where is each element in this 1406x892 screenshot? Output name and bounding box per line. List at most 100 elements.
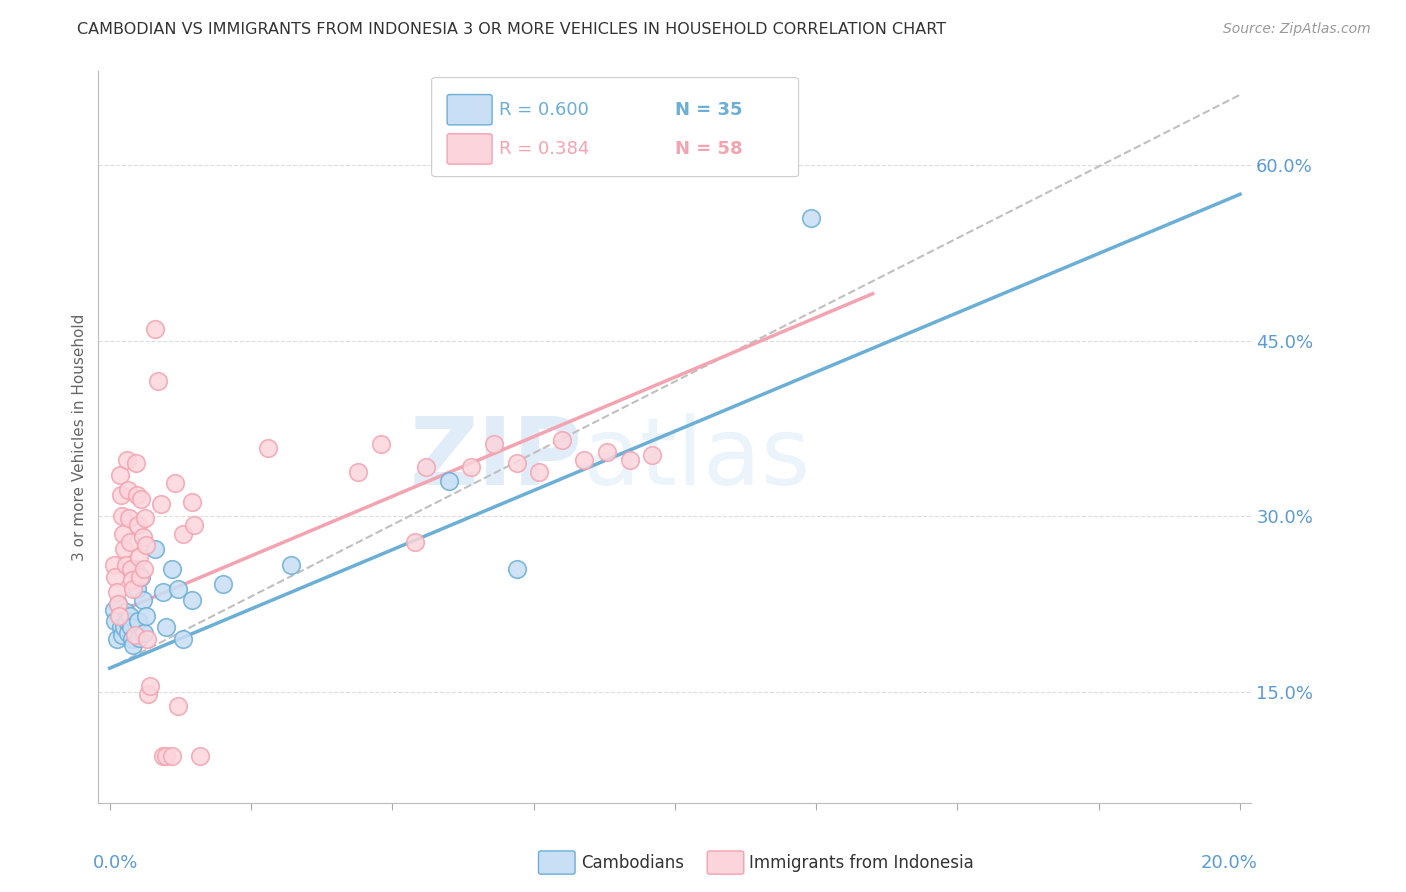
Point	[166, 698, 188, 713]
Point	[111, 628, 134, 642]
Point	[619, 453, 641, 467]
Point	[180, 593, 202, 607]
Point	[120, 562, 142, 576]
Point	[122, 582, 145, 596]
Point	[136, 632, 159, 646]
Point	[155, 749, 177, 764]
Point	[415, 459, 437, 474]
Point	[108, 608, 131, 623]
Text: Immigrants from Indonesia: Immigrants from Indonesia	[749, 854, 974, 871]
Point	[188, 749, 211, 764]
Point	[117, 626, 139, 640]
Point	[127, 518, 149, 533]
Point	[155, 620, 177, 634]
Point	[120, 534, 142, 549]
Point	[121, 574, 143, 588]
Point	[134, 511, 156, 525]
Point	[132, 562, 155, 576]
Point	[121, 632, 143, 646]
Point	[574, 453, 596, 467]
Point	[118, 608, 141, 623]
Point	[112, 620, 135, 634]
Point	[211, 577, 233, 591]
Point	[596, 444, 619, 458]
Point	[172, 526, 194, 541]
Point	[505, 457, 527, 471]
Point	[799, 211, 821, 225]
Point	[115, 453, 138, 467]
Point	[129, 570, 152, 584]
Point	[114, 558, 136, 573]
Point	[125, 457, 148, 471]
Point	[551, 433, 574, 447]
Point	[110, 620, 132, 634]
Point	[136, 687, 159, 701]
Text: ZIP: ZIP	[409, 413, 582, 505]
Point	[437, 474, 460, 488]
Point	[143, 541, 166, 556]
Point	[160, 562, 183, 576]
Point	[163, 476, 186, 491]
Point	[149, 497, 172, 511]
Point	[104, 615, 127, 629]
Text: 20.0%: 20.0%	[1201, 854, 1257, 872]
Point	[482, 436, 505, 450]
Text: R = 0.600: R = 0.600	[499, 101, 589, 119]
Point	[146, 375, 169, 389]
Point	[129, 570, 152, 584]
Point	[125, 488, 148, 502]
Point	[172, 632, 194, 646]
Point	[183, 518, 205, 533]
Point	[105, 632, 128, 646]
Point	[180, 495, 202, 509]
Text: CAMBODIAN VS IMMIGRANTS FROM INDONESIA 3 OR MORE VEHICLES IN HOUSEHOLD CORRELATI: CAMBODIAN VS IMMIGRANTS FROM INDONESIA 3…	[77, 22, 946, 37]
Point	[120, 620, 142, 634]
Point	[135, 608, 157, 623]
Point	[131, 491, 153, 506]
Point	[104, 570, 127, 584]
Point	[135, 538, 157, 552]
Point	[103, 558, 125, 573]
Point	[143, 322, 166, 336]
Point	[641, 448, 664, 462]
Point	[347, 465, 370, 479]
Text: N = 58: N = 58	[675, 140, 742, 158]
Point	[111, 509, 134, 524]
Point	[107, 608, 129, 623]
Point	[108, 468, 131, 483]
Point	[257, 441, 280, 455]
Point	[115, 615, 138, 629]
Point	[160, 749, 183, 764]
Text: Cambodians: Cambodians	[581, 854, 683, 871]
Point	[370, 436, 392, 450]
Point	[107, 597, 129, 611]
Point	[114, 605, 136, 619]
Point	[152, 585, 174, 599]
Point	[112, 541, 135, 556]
Point	[105, 585, 128, 599]
Point	[103, 603, 125, 617]
Point	[529, 465, 551, 479]
Text: 0.0%: 0.0%	[93, 854, 138, 872]
Point	[122, 638, 145, 652]
Point	[131, 593, 153, 607]
Text: Source: ZipAtlas.com: Source: ZipAtlas.com	[1223, 22, 1371, 37]
Point	[128, 631, 150, 645]
Text: R = 0.384: R = 0.384	[499, 140, 589, 158]
Point	[125, 582, 148, 596]
Point	[127, 615, 149, 629]
Point	[460, 459, 482, 474]
Point	[404, 534, 426, 549]
Point	[124, 562, 146, 576]
Y-axis label: 3 or more Vehicles in Household: 3 or more Vehicles in Household	[72, 313, 87, 561]
Point	[107, 597, 129, 611]
Point	[166, 582, 188, 596]
Point	[110, 488, 132, 502]
Text: atlas: atlas	[582, 413, 811, 505]
Point	[117, 483, 139, 498]
Point	[505, 562, 527, 576]
Text: N = 35: N = 35	[675, 101, 742, 119]
Point	[152, 749, 174, 764]
Point	[118, 511, 141, 525]
Point	[139, 679, 162, 693]
